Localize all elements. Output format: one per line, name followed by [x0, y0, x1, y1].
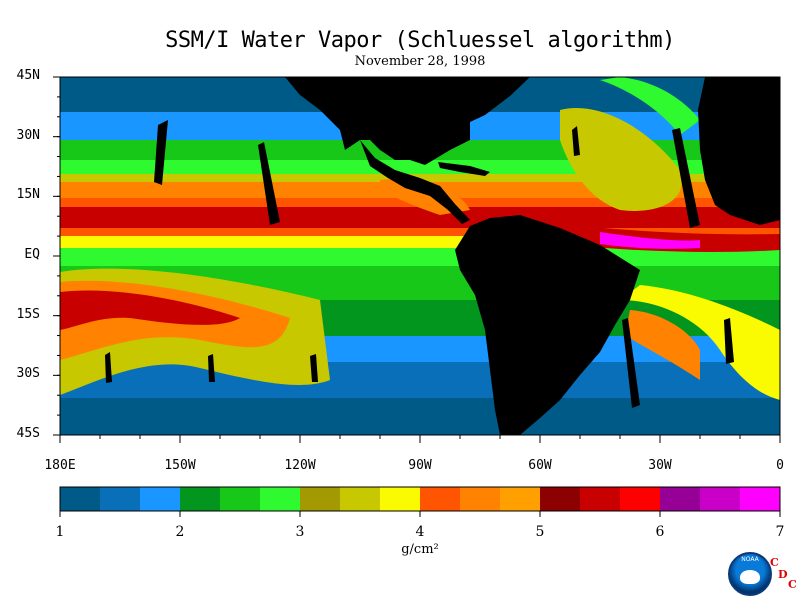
colorbar-swatch	[260, 487, 301, 511]
cdc-letter-c2: C	[788, 578, 797, 591]
north-america-land	[285, 77, 530, 165]
map-title: SSM/I Water Vapor (Schluessel algorithm)	[165, 28, 675, 53]
latitude-label: 30S	[16, 366, 40, 382]
cdc-letter-c1: C	[770, 556, 779, 569]
latitude-label: 45N	[16, 68, 40, 83]
colorbar-swatch	[220, 487, 261, 511]
colorbar-swatch	[700, 487, 741, 511]
swath-gap-6	[208, 354, 215, 382]
latitude-label: 15S	[16, 306, 40, 322]
colorbar-swatch	[340, 487, 381, 511]
colorbar-tick-label: 3	[295, 524, 305, 540]
swath-gap-7	[310, 354, 318, 382]
longitude-label: 0	[776, 458, 784, 473]
swath-gap-4	[622, 318, 640, 408]
longitude-label: 150W	[164, 458, 196, 473]
colorbar-tick-label: 1	[55, 524, 65, 540]
map-date: November 28, 1998	[354, 54, 486, 69]
colorbar-swatch	[500, 487, 541, 511]
colorbar-swatch	[580, 487, 621, 511]
latitude-label: EQ	[24, 247, 40, 262]
colorbar-swatch	[460, 487, 501, 511]
colorbar-ticks	[59, 511, 781, 517]
swath-gap-3	[672, 128, 700, 228]
colorbar-swatch	[620, 487, 661, 511]
swath-gap-8	[572, 126, 580, 156]
colorbar-swatch	[60, 487, 101, 511]
africa-land	[698, 77, 780, 225]
longitude-label: 90W	[408, 458, 432, 473]
swath-gap-9	[724, 318, 734, 364]
colorbar-swatch	[140, 487, 181, 511]
colorbar-swatch	[300, 487, 341, 511]
longitude-label: 120W	[284, 458, 316, 473]
south-america-land	[455, 215, 640, 435]
colorbar-swatch	[420, 487, 461, 511]
colorbar-swatch	[740, 487, 781, 511]
colorbar	[60, 487, 781, 511]
colorbar-swatch	[180, 487, 221, 511]
latitude-label: 30N	[16, 127, 40, 143]
latitude-label: 45S	[16, 426, 40, 441]
colorbar-tick-label: 5	[535, 524, 545, 540]
colorbar-swatch	[100, 487, 141, 511]
cdc-letter-d: D	[778, 568, 788, 581]
swath-gap-1	[154, 120, 168, 185]
colorbar-tick-label: 7	[775, 524, 785, 540]
swath-gap-5	[105, 352, 112, 383]
units-label: g/cm²	[401, 542, 439, 557]
noaa-logo-icon: NOAA	[728, 552, 772, 596]
land-masses	[105, 77, 780, 435]
longitude-label: 60W	[528, 458, 552, 473]
colorbar-swatch	[660, 487, 701, 511]
longitude-label: 30W	[648, 458, 672, 473]
axis-ticks	[53, 76, 781, 443]
cuba-land	[438, 162, 490, 176]
swath-gap-2	[258, 142, 280, 225]
longitude-label: 180E	[44, 458, 76, 473]
colorbar-swatch	[540, 487, 581, 511]
colorbar-tick-label: 6	[655, 524, 665, 540]
colorbar-swatch	[380, 487, 421, 511]
logo-text: NOAA	[741, 556, 759, 563]
colorbar-tick-label: 2	[175, 524, 185, 540]
latitude-label: 15N	[16, 187, 40, 203]
central-america-land	[360, 140, 470, 224]
colorbar-tick-label: 4	[415, 524, 425, 540]
